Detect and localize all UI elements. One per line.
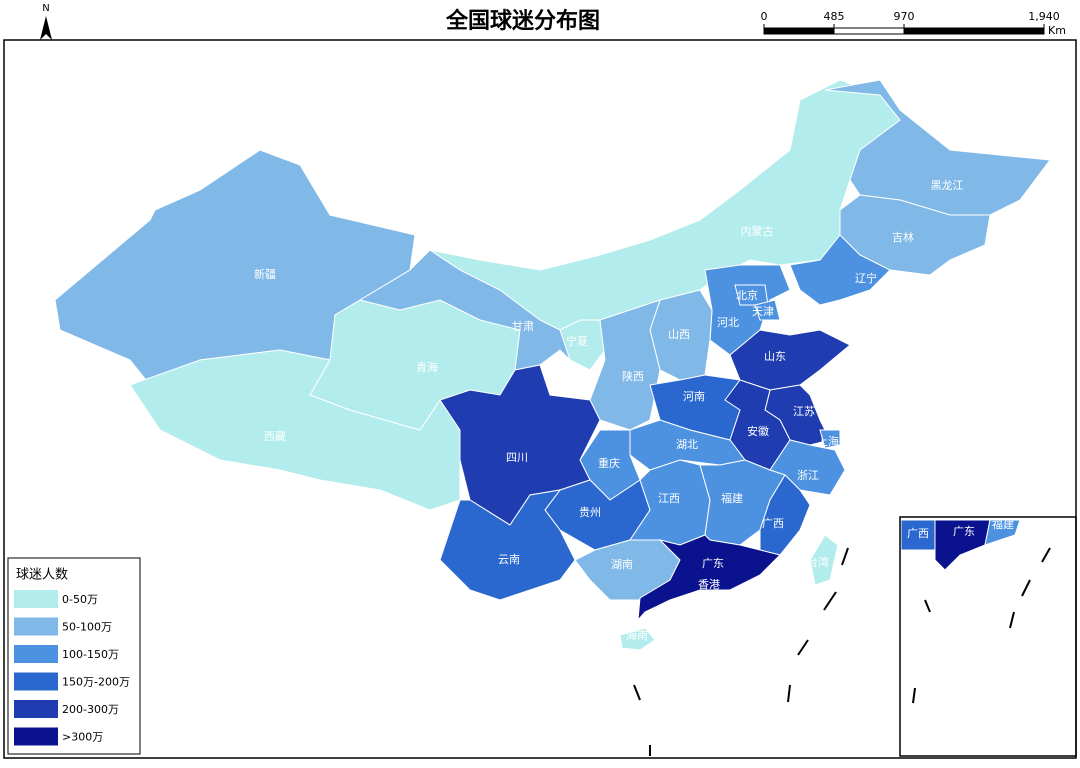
province <box>754 299 781 321</box>
legend-label: 0-50万 <box>62 593 98 606</box>
province-label: 吉林 <box>892 230 914 244</box>
scale-label: 1,940 <box>1028 10 1060 23</box>
scale-label: 485 <box>824 10 845 23</box>
inset-province <box>984 519 1021 546</box>
legend-label: >300万 <box>62 731 103 744</box>
legend-label: 200-300万 <box>62 703 119 716</box>
scale-label: 0 <box>761 10 768 23</box>
province <box>619 627 656 651</box>
province-label: 安徽 <box>747 424 769 438</box>
province-label: 云南 <box>498 553 520 566</box>
province <box>589 299 661 431</box>
legend-swatch <box>14 590 58 608</box>
inset-label: 广东 <box>953 525 975 538</box>
province-label: 甘肃 <box>512 320 534 333</box>
province <box>839 194 991 276</box>
coast-dashes <box>633 547 1051 756</box>
province <box>439 364 601 526</box>
province <box>439 489 576 601</box>
inset-label: 福建 <box>992 517 1014 531</box>
map-title: 全国球迷分布图 <box>445 8 600 34</box>
legend-swatch <box>14 645 58 663</box>
province-label: 内蒙古 <box>741 224 774 238</box>
province <box>809 534 839 586</box>
legend-label: 50-100万 <box>62 621 112 634</box>
province-label: 贵州 <box>579 506 601 519</box>
legend-title: 球迷人数 <box>16 568 68 583</box>
province <box>637 534 781 622</box>
province <box>759 474 811 556</box>
province-label: 宁夏 <box>566 334 588 348</box>
north-label: N <box>42 3 49 14</box>
legend-swatch <box>14 727 58 746</box>
province-label: 辽宁 <box>855 271 877 285</box>
province-label: 湖北 <box>676 438 698 451</box>
province-label: 山西 <box>668 328 690 341</box>
province-label: 海南 <box>626 628 648 642</box>
legend-swatch <box>14 617 58 636</box>
province-label: 河南 <box>683 390 705 403</box>
province-layer <box>54 79 1051 651</box>
inset-label: 广西 <box>907 527 929 540</box>
legend-label: 100-150万 <box>62 648 119 661</box>
province-label: 河北 <box>717 316 739 329</box>
province-label: 山东 <box>764 350 786 363</box>
scale-unit: Km <box>1048 24 1066 37</box>
province-label: 福建 <box>721 491 743 505</box>
scale-segment <box>833 27 905 35</box>
province-label: 上海 <box>817 434 839 448</box>
province-label: 湖南 <box>611 558 633 571</box>
north-arrow <box>40 16 52 40</box>
province-label: 江西 <box>658 492 680 505</box>
province-label: 青海 <box>416 360 438 374</box>
province-label: 广东 <box>702 557 724 570</box>
province-label: 四川 <box>506 451 528 464</box>
province-label: 江苏 <box>793 405 815 418</box>
scale-segment <box>903 27 1045 35</box>
province-label: 北京 <box>736 288 758 302</box>
legend-swatch <box>14 672 58 691</box>
scale-label: 970 <box>894 10 915 23</box>
province <box>819 429 841 449</box>
province-label: 陕西 <box>622 369 644 383</box>
scale-segment <box>763 27 835 35</box>
province-label: 台湾 <box>807 555 829 569</box>
province-label: 天津 <box>752 305 774 318</box>
province-label: 黑龙江 <box>931 179 964 192</box>
inset-frame <box>899 516 1077 757</box>
province-label: 浙江 <box>797 469 819 482</box>
province <box>789 234 891 306</box>
province-label: 新疆 <box>254 267 276 281</box>
province-label: 西藏 <box>264 430 286 443</box>
province-label: 重庆 <box>598 456 620 470</box>
legend-swatch <box>14 700 58 718</box>
province-label: 香港 <box>698 578 720 591</box>
legend-label: 150万-200万 <box>62 676 130 689</box>
province-label: 广西 <box>762 517 784 530</box>
